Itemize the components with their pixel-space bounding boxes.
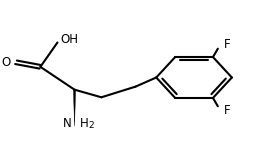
Text: F: F xyxy=(224,38,231,51)
Text: H: H xyxy=(80,117,88,130)
Text: 2: 2 xyxy=(88,121,93,130)
Text: OH: OH xyxy=(60,33,78,46)
Text: N: N xyxy=(63,117,72,130)
Text: F: F xyxy=(224,104,231,117)
Polygon shape xyxy=(73,90,76,126)
Text: O: O xyxy=(2,56,11,69)
